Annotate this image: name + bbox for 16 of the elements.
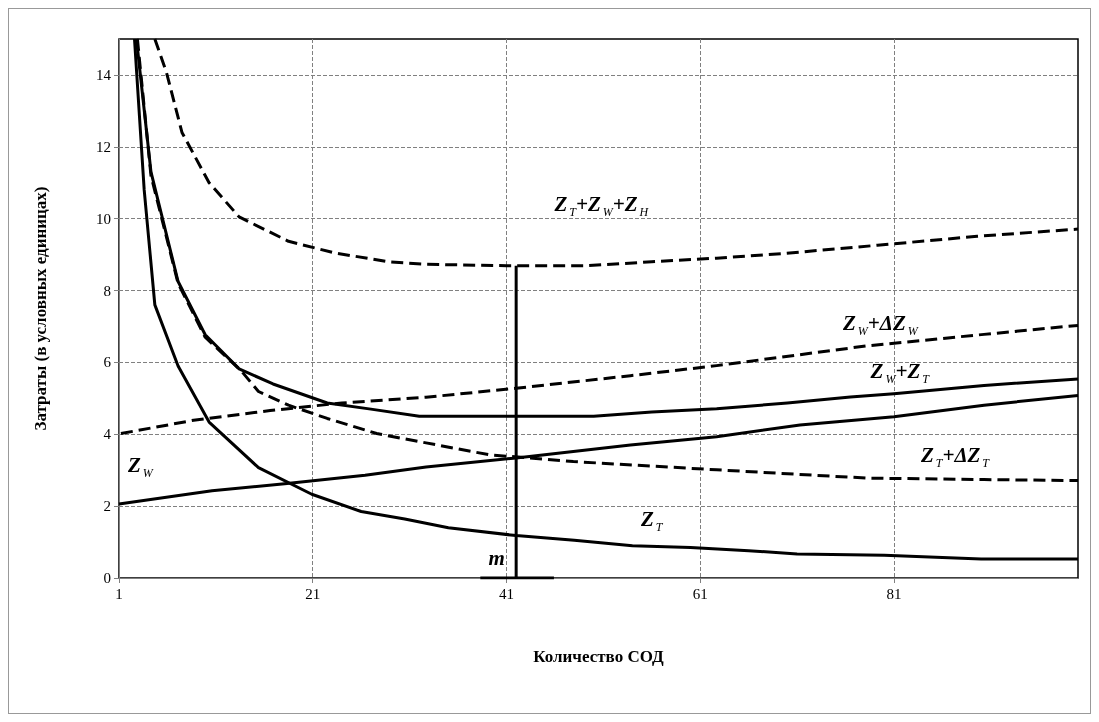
x-tick-label: 61 (692, 585, 708, 602)
y-axis-title: Затраты (в условных единицах) (31, 186, 50, 431)
y-tick-label: 10 (96, 210, 111, 227)
x-axis-title: Количество СОД (533, 647, 665, 666)
x-tick-label: 1 (115, 585, 123, 602)
annotation: m (488, 546, 505, 571)
y-tick-label: 14 (96, 66, 112, 83)
y-tick-label: 2 (103, 498, 111, 515)
y-tick-label: 12 (96, 138, 111, 155)
y-tick-label: 6 (103, 354, 112, 371)
x-tick-label: 21 (305, 585, 321, 602)
y-tick-label: 8 (103, 282, 111, 299)
x-tick-label: 41 (498, 585, 514, 602)
y-tick-label: 0 (103, 570, 111, 586)
x-tick-label: 81 (886, 585, 902, 602)
y-tick-label: 4 (103, 426, 112, 443)
